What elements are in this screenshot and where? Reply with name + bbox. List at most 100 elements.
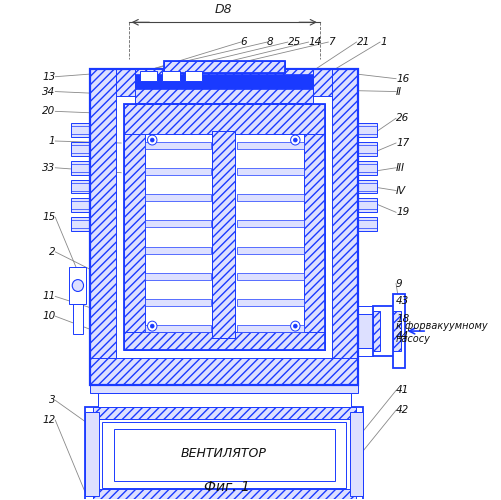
Bar xyxy=(90,69,358,96)
Text: 25: 25 xyxy=(287,37,301,47)
Bar xyxy=(124,104,324,350)
Bar xyxy=(90,69,116,386)
Bar xyxy=(85,408,362,500)
Text: Фиг. 1: Фиг. 1 xyxy=(203,480,249,494)
Text: 21: 21 xyxy=(356,37,369,47)
Bar xyxy=(358,198,376,212)
Bar xyxy=(98,394,350,407)
Bar xyxy=(140,71,157,81)
Bar xyxy=(71,198,90,212)
Circle shape xyxy=(290,321,300,331)
Bar xyxy=(392,312,400,351)
Text: 33: 33 xyxy=(42,163,55,173)
Bar xyxy=(236,246,303,254)
Text: 41: 41 xyxy=(395,386,408,396)
Circle shape xyxy=(72,280,83,291)
Circle shape xyxy=(293,138,297,142)
Bar xyxy=(358,142,376,156)
Text: 43: 43 xyxy=(395,296,408,306)
Circle shape xyxy=(150,324,154,328)
Bar xyxy=(212,131,234,338)
Bar xyxy=(144,142,210,149)
Text: 20: 20 xyxy=(42,106,55,117)
Bar xyxy=(236,273,303,280)
Text: 2: 2 xyxy=(49,247,55,257)
Text: 18: 18 xyxy=(395,314,408,324)
Bar xyxy=(144,168,210,175)
Bar xyxy=(163,61,285,72)
Bar xyxy=(331,69,358,386)
Bar xyxy=(358,314,375,348)
Bar xyxy=(90,386,358,394)
Bar xyxy=(124,104,144,350)
Text: 15: 15 xyxy=(42,212,55,222)
Bar xyxy=(163,61,285,72)
Bar xyxy=(71,123,90,137)
Text: IV: IV xyxy=(395,186,405,196)
Text: D8: D8 xyxy=(214,4,232,16)
Text: 8: 8 xyxy=(267,37,273,47)
Bar xyxy=(124,332,324,350)
Bar xyxy=(85,412,98,496)
Text: 26: 26 xyxy=(395,114,408,124)
Text: III: III xyxy=(395,163,404,173)
Bar xyxy=(102,422,346,488)
Bar xyxy=(104,386,344,406)
Text: 3: 3 xyxy=(49,396,55,406)
Bar xyxy=(144,273,210,280)
Bar xyxy=(71,142,90,156)
Bar xyxy=(71,217,90,231)
Text: к форвакуумному: к форвакуумному xyxy=(395,321,486,331)
Text: 11: 11 xyxy=(42,292,55,302)
Text: 17: 17 xyxy=(395,138,408,148)
Bar xyxy=(124,104,324,134)
Bar xyxy=(144,299,210,306)
Text: 10: 10 xyxy=(42,311,55,321)
Bar xyxy=(236,194,303,202)
Circle shape xyxy=(147,135,157,145)
Text: 9: 9 xyxy=(395,278,402,288)
Bar xyxy=(73,304,83,334)
Bar xyxy=(236,325,303,332)
Text: 13: 13 xyxy=(42,72,55,82)
Bar xyxy=(144,325,210,332)
Bar xyxy=(358,161,376,174)
Text: 6: 6 xyxy=(240,37,247,47)
Bar xyxy=(349,412,362,496)
Bar xyxy=(372,312,379,351)
Bar xyxy=(358,217,376,231)
Text: 34: 34 xyxy=(42,86,55,97)
Bar xyxy=(90,358,358,386)
Bar xyxy=(144,246,210,254)
Circle shape xyxy=(290,135,300,145)
Bar xyxy=(90,69,358,386)
Bar xyxy=(236,220,303,228)
Text: 14: 14 xyxy=(308,37,321,47)
Bar xyxy=(144,220,210,228)
Bar xyxy=(185,71,202,81)
Bar xyxy=(71,161,90,174)
Bar xyxy=(303,104,324,350)
Bar xyxy=(236,142,303,149)
Bar xyxy=(93,408,355,419)
Text: ВЕНТИЛЯТОР: ВЕНТИЛЯТОР xyxy=(180,448,266,460)
Circle shape xyxy=(150,138,154,142)
Bar xyxy=(93,490,355,500)
Text: 42: 42 xyxy=(395,405,408,415)
Bar xyxy=(392,294,404,368)
Bar xyxy=(372,306,400,356)
Text: насосу: насосу xyxy=(395,334,430,344)
Bar xyxy=(135,69,313,103)
Bar xyxy=(113,429,334,482)
Bar xyxy=(161,71,180,81)
Bar xyxy=(358,180,376,194)
Circle shape xyxy=(293,324,297,328)
Bar xyxy=(69,266,86,304)
Bar xyxy=(135,74,313,88)
Bar xyxy=(358,123,376,137)
Text: 7: 7 xyxy=(328,37,334,47)
Circle shape xyxy=(147,321,157,331)
Bar xyxy=(236,299,303,306)
Text: II: II xyxy=(395,86,401,97)
Text: 44: 44 xyxy=(395,331,408,341)
